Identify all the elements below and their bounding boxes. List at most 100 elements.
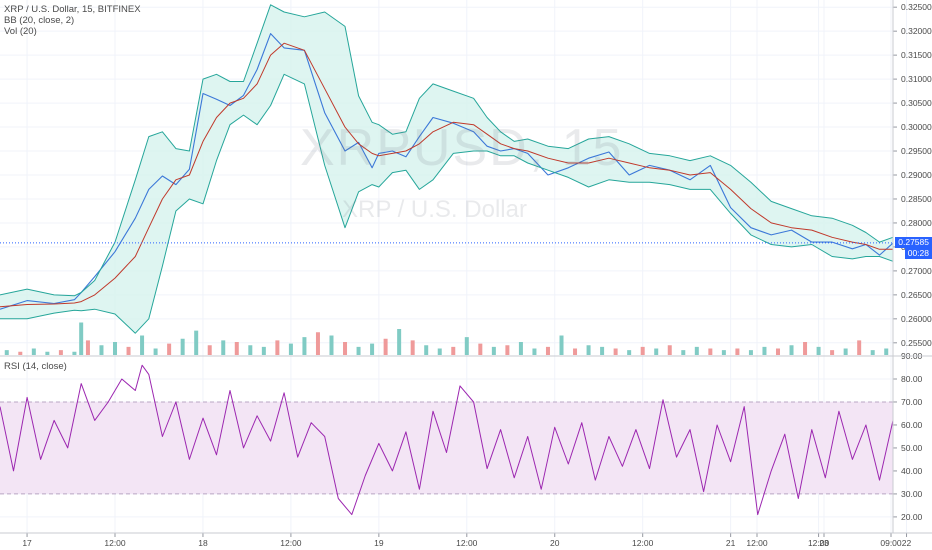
- volume-bar: [248, 345, 253, 355]
- volume-bar: [451, 346, 456, 355]
- volume-bar: [261, 346, 266, 355]
- rsi-polyline: [0, 364, 894, 516]
- time-tick-label: 20: [550, 538, 560, 548]
- volume-bar: [532, 348, 537, 355]
- volume-bar: [79, 322, 84, 355]
- volume-bar: [437, 348, 442, 355]
- volume-bar: [167, 343, 172, 355]
- volume-bar: [464, 337, 469, 355]
- price-tick-label: 0.31000: [901, 74, 932, 84]
- volume-bar: [735, 348, 740, 355]
- time-tick-label: 12:00: [746, 538, 768, 548]
- countdown-tag: 00:28: [904, 247, 932, 259]
- vol-indicator-label[interactable]: Vol (20): [4, 26, 37, 37]
- volume-bar: [789, 345, 794, 355]
- volume-bar: [573, 348, 578, 355]
- rsi-line: [0, 364, 894, 516]
- volume-bar: [4, 350, 9, 355]
- rsi-tick-label: 30.00: [901, 489, 923, 499]
- price-tick-label: 0.32500: [901, 2, 932, 12]
- volume-bar: [397, 329, 402, 355]
- time-tick-label: 18: [198, 538, 208, 548]
- time-tick-label: 22: [902, 538, 912, 548]
- time-tick-label: 12:00: [104, 538, 126, 548]
- price-tick-label: 0.29500: [901, 146, 932, 156]
- volume-bar: [234, 342, 239, 355]
- volume-bar: [681, 350, 686, 355]
- volume-bar: [140, 335, 145, 355]
- price-tick-label: 0.32000: [901, 26, 932, 36]
- volume-bar: [667, 345, 672, 355]
- rsi-tick-label: 70.00: [901, 397, 923, 407]
- rsi-band-fill: [0, 401, 893, 495]
- volume-bar: [627, 350, 632, 355]
- volume-bar: [708, 348, 713, 355]
- volume-bar: [762, 346, 767, 355]
- price-tick-label: 0.29000: [901, 170, 932, 180]
- volume-bar: [545, 346, 550, 355]
- bb-lower-line: [0, 73, 894, 334]
- volume-bar: [356, 346, 361, 355]
- time-tick-label: 12:00: [632, 538, 654, 548]
- volume-bar: [153, 348, 158, 355]
- volume-bar: [180, 338, 185, 355]
- volume-bar: [424, 345, 429, 355]
- price-tick-label: 0.30000: [901, 122, 932, 132]
- bollinger-fill-area: [0, 4, 893, 334]
- rsi-tick-label: 80.00: [901, 374, 923, 384]
- volume-bar: [31, 348, 36, 355]
- price-tick-label: 0.31500: [901, 50, 932, 60]
- volume-bar: [72, 351, 77, 355]
- bb-indicator-label[interactable]: BB (20, close, 2): [4, 15, 75, 26]
- time-tick-label: 12:00: [808, 538, 830, 548]
- volume-bar: [559, 335, 564, 355]
- time-tick-label: 12:00: [280, 538, 302, 548]
- rsi-band-rect: [0, 401, 893, 494]
- volume-bar: [194, 330, 199, 355]
- volume-bar: [383, 338, 388, 355]
- rsi-tick-label: 20.00: [901, 512, 923, 522]
- volume-bar: [288, 343, 293, 355]
- volume-bar: [518, 342, 523, 355]
- volume-bar: [613, 348, 618, 355]
- time-tick-label: 19: [374, 538, 384, 548]
- time-tick-label: 12:00: [456, 538, 478, 548]
- close-price-line: [0, 33, 894, 310]
- volume-bar: [370, 343, 375, 355]
- rsi-tick-label: 50.00: [901, 443, 923, 453]
- bollinger-band-fill: [0, 4, 893, 334]
- volume-bar: [830, 350, 835, 355]
- volume-bar: [275, 340, 280, 355]
- symbol-title[interactable]: XRP / U.S. Dollar, 15, BITFINEX: [4, 4, 141, 15]
- volume-bar: [126, 346, 131, 355]
- watermark-name: XRP / U.S. Dollar: [342, 196, 527, 223]
- volume-bar: [586, 345, 591, 355]
- volume-bar: [816, 346, 821, 355]
- volume-bar: [694, 346, 699, 355]
- volume-bar: [58, 350, 63, 355]
- price-lines: [0, 4, 894, 334]
- volume-bar: [315, 332, 320, 355]
- rsi-indicator-label[interactable]: RSI (14, close): [4, 361, 67, 372]
- volume-bar: [640, 346, 645, 355]
- volume-bar: [775, 348, 780, 355]
- time-tick-label: 17: [22, 538, 32, 548]
- volume-bar: [478, 343, 483, 355]
- volume-bar: [113, 342, 118, 355]
- price-tick-label: 0.27000: [901, 266, 932, 276]
- time-tick-label: 23: [819, 538, 829, 548]
- volume-bar: [99, 345, 104, 355]
- time-tick-label: 09:00: [880, 538, 902, 548]
- volume-bar: [221, 340, 226, 355]
- volume-bar: [45, 351, 50, 355]
- time-tick-label: 21: [726, 538, 736, 548]
- watermark-ticker: XRPUSD, 15: [300, 119, 624, 177]
- volume-bar: [18, 351, 23, 355]
- volume-bar: [302, 337, 307, 355]
- bb-upper-line: [0, 4, 894, 297]
- volume-bar: [207, 345, 212, 355]
- volume-bar: [343, 342, 348, 355]
- price-tick-label: 0.26000: [901, 314, 932, 324]
- price-tick-label: 0.26500: [901, 290, 932, 300]
